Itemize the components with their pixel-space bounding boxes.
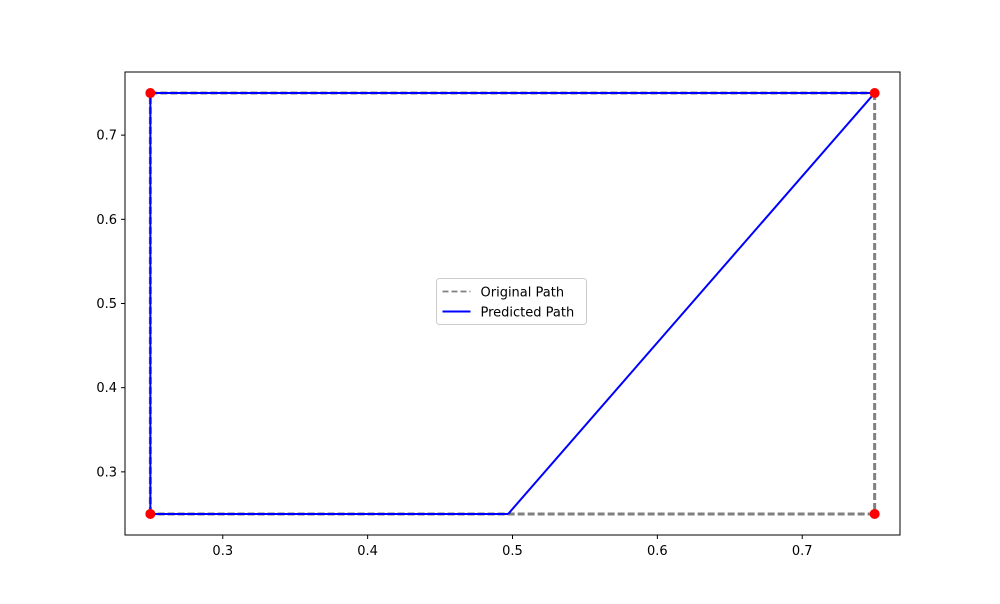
path-point (145, 508, 156, 519)
x-tick-label: 0.5 (502, 544, 523, 559)
y-tick-label: 0.7 (96, 129, 117, 144)
x-tick-label: 0.7 (792, 544, 813, 559)
x-tick-label: 0.3 (212, 544, 233, 559)
legend-box (436, 278, 587, 325)
series-predicted-path (149, 92, 876, 515)
y-tick-label: 0.5 (96, 297, 117, 312)
predicted-path-segment (507, 92, 876, 515)
x-tick-label: 0.4 (357, 544, 378, 559)
points-layer (145, 88, 880, 519)
legend: Original Path Predicted Path (436, 278, 587, 325)
legend-label: Predicted Path (481, 306, 575, 321)
path-point (869, 88, 880, 99)
x-axis: 0.3 0.4 0.5 0.6 0.7 (212, 535, 813, 559)
y-tick-label: 0.4 (96, 381, 117, 396)
y-axis: 0.3 0.4 0.5 0.6 0.7 (96, 129, 125, 480)
path-point (145, 88, 156, 99)
series-layer (148, 91, 877, 516)
path-point (869, 508, 880, 519)
y-tick-label: 0.3 (96, 465, 117, 480)
x-tick-label: 0.6 (647, 544, 668, 559)
y-tick-label: 0.6 (96, 213, 117, 228)
legend-label: Original Path (481, 286, 565, 301)
